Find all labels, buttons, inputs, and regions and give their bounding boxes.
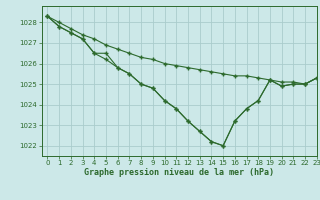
X-axis label: Graphe pression niveau de la mer (hPa): Graphe pression niveau de la mer (hPa) [84,168,274,177]
